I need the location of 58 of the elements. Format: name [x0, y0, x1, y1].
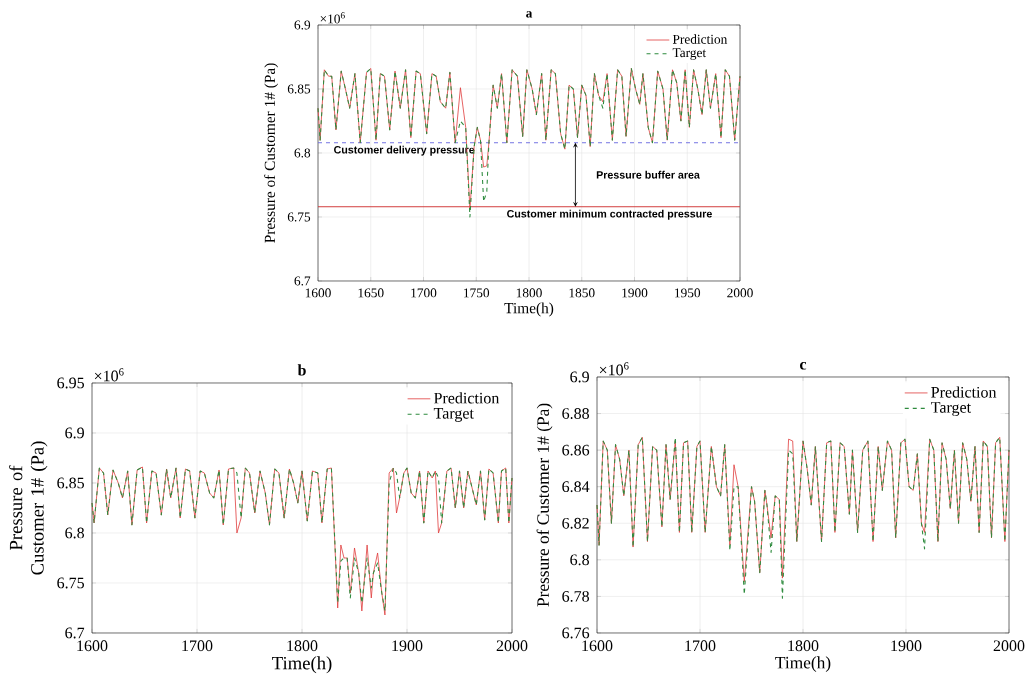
- x-tick-label: 1700: [182, 640, 213, 652]
- legend-label: Target: [433, 408, 474, 422]
- y-tick-label: 6.9: [570, 371, 589, 383]
- y-tick-label: 6.88: [562, 408, 590, 419]
- x-tick-label: 1600: [305, 288, 331, 298]
- y-tick-label: 6.8: [570, 554, 590, 566]
- y-tick-label: 6.86: [562, 444, 590, 456]
- y-tick-label: 6.8: [65, 527, 85, 539]
- y-axis-title: Pressure of Customer 1# (Pa): [264, 63, 279, 243]
- chart-title: a: [526, 11, 533, 18]
- y-tick-label: 6.8: [294, 148, 311, 158]
- legend-label: Prediction: [672, 34, 728, 44]
- y-tick-label: 6.9: [294, 20, 311, 30]
- chart-title: c: [800, 361, 807, 370]
- x-tick-label: 1900: [891, 640, 922, 652]
- x-tick-label: 1800: [516, 288, 542, 298]
- x-axis-title: Time(h): [504, 302, 554, 317]
- legend-label: Target: [931, 402, 971, 417]
- x-tick-label: 2000: [993, 640, 1025, 652]
- y-tick-label: 6.85: [287, 84, 311, 94]
- x-tick-label: 2000: [727, 288, 753, 298]
- y-axis-title: Pressure of Customer 1# (Pa): [536, 403, 553, 607]
- y-tick-label: 6.75: [287, 212, 311, 222]
- y-tick-label: 6.7: [294, 276, 311, 286]
- y-tick-label: 6.84: [562, 481, 590, 493]
- x-tick-label: 1600: [582, 640, 613, 652]
- x-tick-label: 1850: [569, 288, 595, 298]
- x-tick-label: 1800: [287, 640, 318, 652]
- x-tick-label: 1950: [675, 288, 701, 298]
- x-tick-label: 1900: [392, 640, 423, 652]
- x-tick-label: 1900: [622, 288, 648, 298]
- y-tick-label: 6.85: [57, 477, 85, 489]
- y-tick-label: 6.82: [562, 517, 589, 529]
- x-tick-label: 2000: [496, 640, 528, 652]
- x-tick-label: 1700: [685, 640, 716, 652]
- x-tick-label: 1750: [464, 288, 490, 298]
- x-tick-label: 1800: [788, 640, 819, 652]
- y-tick-label: 6.9: [65, 427, 84, 439]
- text: ×10$^{6}$: [94, 368, 124, 382]
- text: ×10$^{6}$: [320, 12, 345, 24]
- y-tick-label: 6.95: [57, 377, 85, 389]
- x-tick-label: 1700: [411, 288, 437, 298]
- y-axis-title: Pressure of Customer 1# (Pa): [9, 441, 48, 575]
- y-tick-label: 6.78: [562, 590, 590, 602]
- y-tick-label: 6.75: [57, 577, 85, 589]
- annotation: Pressure buffer area: [596, 170, 700, 179]
- x-axis-title: Time(h): [775, 656, 831, 673]
- x-tick-label: 1600: [77, 640, 108, 652]
- legend-label: Prediction: [931, 386, 997, 398]
- text: ×10$^{6}$: [599, 362, 629, 376]
- y-tick-label: 6.76: [562, 627, 590, 639]
- legend-label: Target: [672, 48, 707, 60]
- legend-label: Prediction: [434, 392, 500, 404]
- x-axis-title: Time(h): [272, 656, 332, 674]
- y-tick-label: 6.7: [65, 627, 85, 639]
- ref-line-label: Customer minimum contracted pressure: [507, 209, 712, 220]
- chart-title: b: [297, 364, 306, 376]
- x-tick-label: 1650: [358, 288, 384, 298]
